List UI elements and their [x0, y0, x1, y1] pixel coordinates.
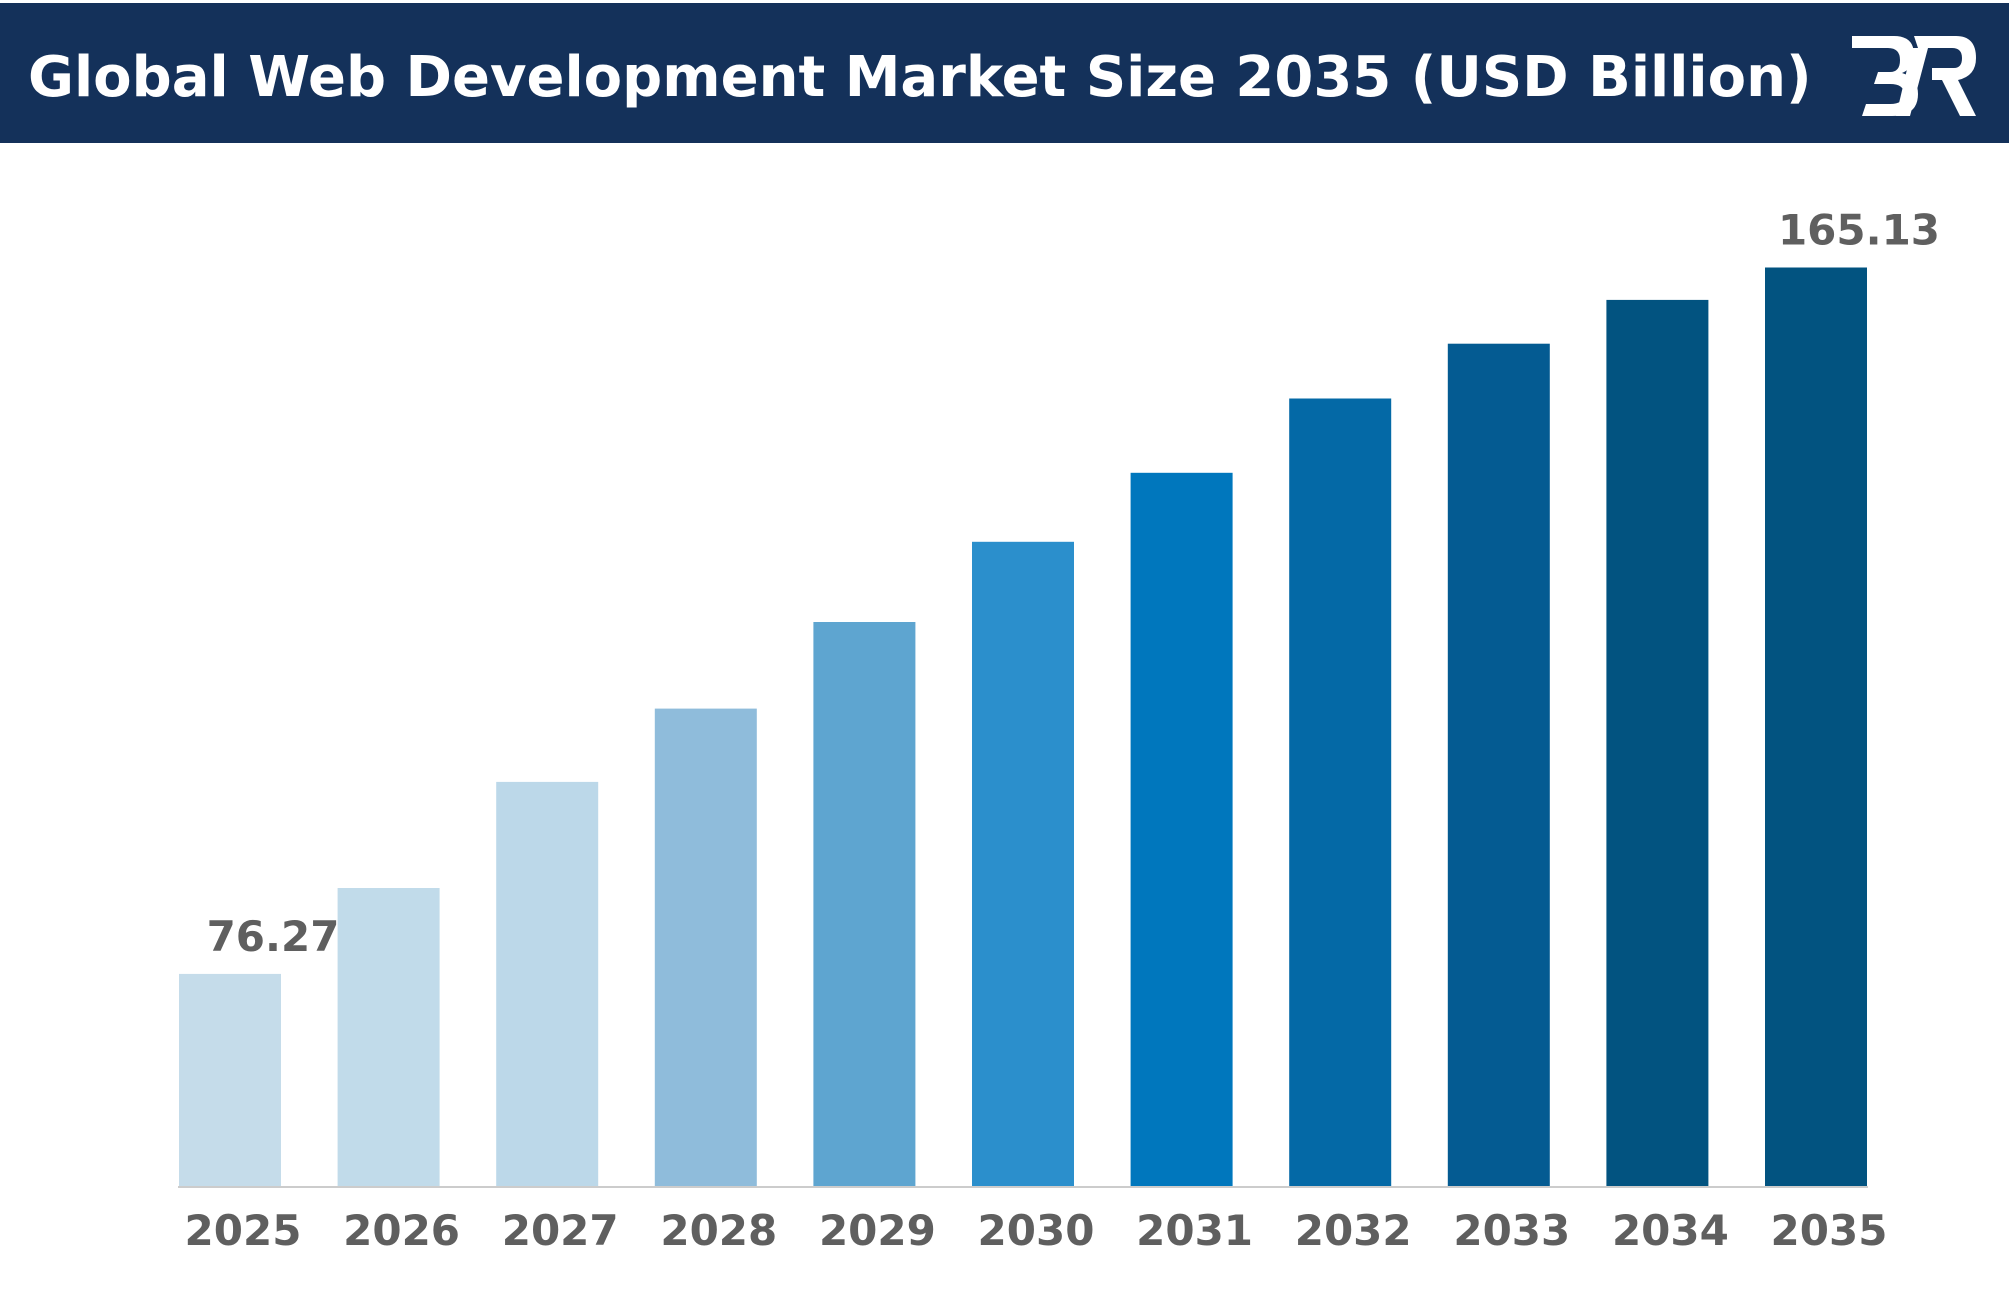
- chart-header: Global Web Development Market Size 2035 …: [0, 3, 2009, 143]
- x-tick-labels: 2025 2026 2027 2028 2029 2030 2031 2032 2033 2034…: [185, 1206, 1888, 1255]
- bar-2035: [1765, 267, 1867, 1187]
- x-tick-label-2033: 2033: [1453, 1206, 1570, 1255]
- bar-2028: [654, 708, 757, 1187]
- chart-title: Global Web Development Market Size 2035 …: [28, 45, 1812, 110]
- x-tick-label-2027: 2027: [502, 1206, 619, 1255]
- x-tick-label-2032: 2032: [1295, 1206, 1412, 1255]
- x-tick-label-2031: 2031: [1136, 1206, 1253, 1255]
- data-label-2035: 165.13: [1778, 206, 1940, 255]
- bar-2026: [337, 888, 440, 1187]
- bar-2032: [1289, 398, 1392, 1187]
- bars-group: [179, 267, 1867, 1187]
- x-tick-label-2029: 2029: [819, 1206, 936, 1255]
- x-tick-label-2028: 2028: [660, 1206, 777, 1255]
- mrfr-logo-icon: [1852, 36, 1976, 116]
- bar-2031: [1130, 472, 1233, 1187]
- x-tick-label-2030: 2030: [978, 1206, 1095, 1255]
- bar-2027: [496, 781, 599, 1187]
- x-tick-label-2034: 2034: [1612, 1206, 1729, 1255]
- bar-2029: [813, 622, 916, 1187]
- data-labels: 76.27 165.13: [207, 206, 1940, 961]
- x-tick-label-2025: 2025: [185, 1206, 302, 1255]
- bar-2033: [1447, 343, 1550, 1187]
- bar-2034: [1606, 299, 1709, 1187]
- bar-2030: [972, 541, 1074, 1187]
- x-tick-label-2026: 2026: [343, 1206, 460, 1255]
- x-tick-label-2035: 2035: [1771, 1206, 1888, 1255]
- data-label-2025: 76.27: [207, 912, 340, 961]
- bar-2025: [179, 973, 281, 1187]
